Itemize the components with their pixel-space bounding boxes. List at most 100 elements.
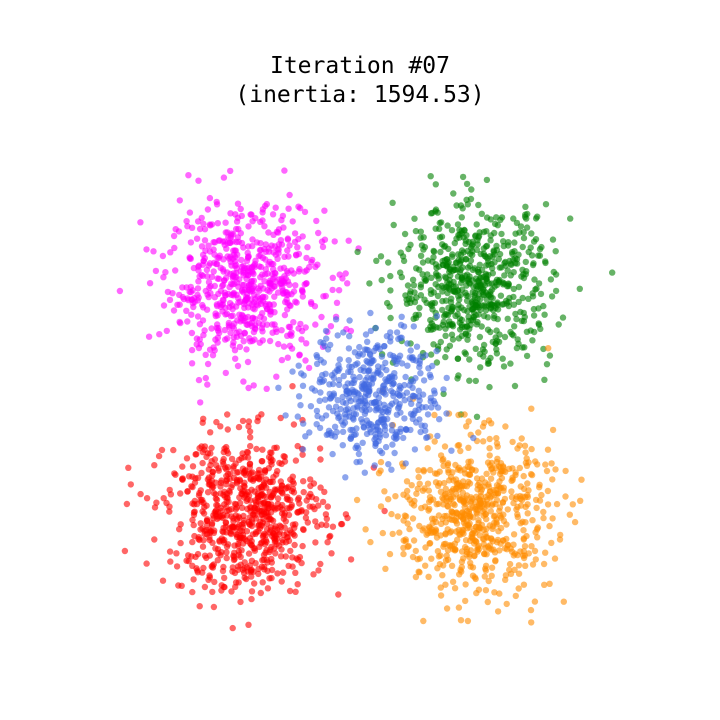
data-point — [291, 238, 299, 246]
data-point — [358, 416, 365, 423]
data-point — [545, 345, 552, 352]
data-point — [432, 225, 439, 232]
data-point — [439, 257, 446, 265]
data-point — [233, 515, 241, 523]
data-point — [419, 391, 427, 398]
data-point — [400, 537, 407, 544]
data-point — [367, 426, 374, 433]
data-point — [437, 592, 445, 599]
data-point — [487, 237, 494, 244]
data-point — [417, 284, 424, 291]
data-point — [238, 256, 245, 264]
data-point — [417, 292, 425, 299]
data-point — [416, 360, 423, 367]
data-point — [171, 244, 178, 252]
data-point — [249, 305, 257, 312]
data-point — [271, 444, 278, 452]
data-point — [176, 291, 183, 299]
data-point — [186, 288, 193, 296]
data-point — [387, 272, 394, 280]
data-point — [309, 503, 316, 510]
data-point — [201, 255, 208, 262]
data-point — [478, 323, 485, 330]
data-point — [226, 489, 233, 496]
data-point — [320, 377, 328, 384]
data-point — [216, 237, 223, 244]
data-point — [214, 502, 221, 509]
data-point — [407, 299, 414, 306]
data-point — [462, 500, 469, 507]
chart-title-block: Iteration #07 (inertia: 1594.53) — [0, 52, 720, 110]
data-point — [504, 506, 511, 513]
data-point — [292, 282, 299, 289]
data-point — [226, 239, 234, 247]
data-point — [294, 244, 301, 251]
data-point — [317, 484, 324, 491]
data-point — [150, 248, 157, 255]
data-point — [427, 173, 434, 180]
data-point — [427, 351, 435, 358]
data-point — [261, 563, 268, 571]
data-point — [418, 422, 425, 429]
data-point — [210, 561, 217, 568]
data-point — [286, 191, 293, 199]
data-point — [292, 569, 299, 576]
data-point — [265, 504, 272, 512]
data-point — [257, 589, 264, 597]
data-point — [419, 271, 426, 278]
data-point — [534, 524, 542, 531]
data-point — [566, 511, 573, 518]
data-point — [455, 411, 462, 419]
data-point — [204, 360, 212, 368]
data-point — [510, 215, 517, 222]
data-point — [531, 598, 539, 605]
data-point — [387, 314, 394, 322]
data-point — [466, 464, 473, 471]
data-point — [256, 339, 263, 346]
data-point — [322, 327, 330, 335]
data-point — [388, 427, 396, 434]
data-point — [237, 230, 244, 237]
data-point — [378, 449, 386, 457]
data-point — [252, 560, 259, 567]
data-point — [433, 312, 441, 320]
data-point — [295, 494, 302, 502]
data-point — [342, 511, 350, 518]
data-point — [233, 291, 240, 298]
data-point — [472, 505, 479, 513]
data-point — [313, 217, 320, 225]
data-point — [227, 329, 234, 337]
data-point — [281, 167, 288, 174]
data-point — [226, 300, 234, 307]
data-point — [356, 458, 364, 465]
data-point — [194, 297, 201, 304]
data-point — [415, 406, 422, 413]
data-point — [210, 603, 218, 611]
data-point — [121, 547, 129, 555]
data-point — [480, 438, 487, 445]
data-point — [473, 413, 481, 420]
data-point — [428, 302, 435, 309]
data-point — [232, 355, 239, 362]
data-point — [224, 541, 232, 548]
data-point — [299, 293, 306, 300]
data-point — [524, 210, 531, 218]
data-point — [307, 476, 314, 483]
data-point — [344, 405, 351, 413]
data-point — [257, 240, 264, 247]
data-point — [458, 568, 465, 575]
data-point — [411, 215, 418, 222]
data-point — [214, 334, 222, 341]
data-point — [288, 291, 295, 298]
data-point — [509, 250, 516, 258]
data-point — [269, 517, 277, 524]
data-point — [222, 369, 229, 377]
data-point — [177, 521, 184, 528]
data-point — [433, 501, 440, 508]
data-point — [389, 441, 396, 448]
data-point — [171, 470, 178, 477]
data-point — [241, 454, 248, 461]
data-point — [143, 246, 150, 253]
data-point — [211, 259, 218, 266]
data-point — [243, 296, 250, 303]
